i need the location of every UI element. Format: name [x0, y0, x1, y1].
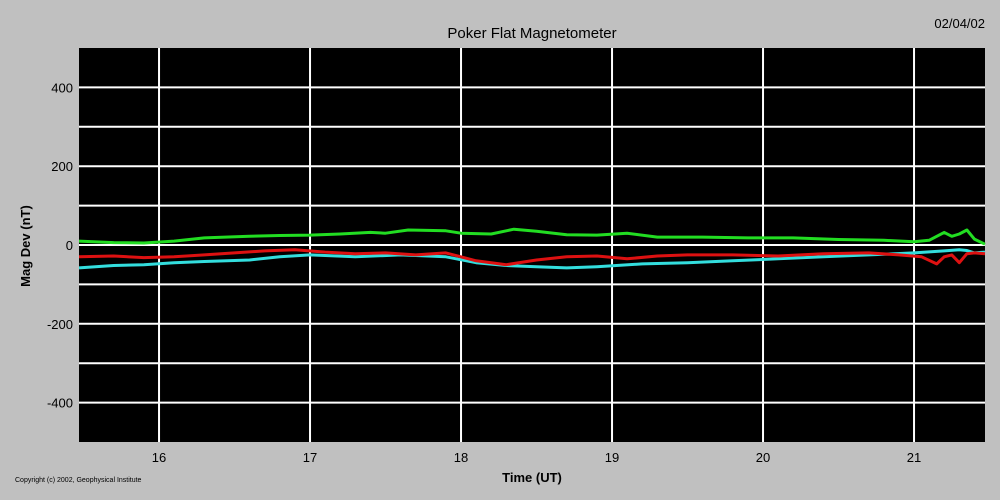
y-tick-label: 400: [51, 80, 73, 95]
series-line-green: [78, 227, 986, 246]
series-line-red: [78, 248, 986, 267]
series-line-cyan: [78, 248, 986, 270]
y-tick-label: 0: [66, 238, 73, 253]
x-tick-label: 20: [756, 450, 770, 465]
grid-lines: [79, 48, 985, 442]
chart-title: Poker Flat Magnetometer: [447, 25, 616, 42]
y-tick-label: -200: [47, 317, 73, 332]
x-tick-label: 19: [605, 450, 619, 465]
date-label: 02/04/02: [934, 16, 985, 31]
y-tick-labels: -400 -200 0 200 400: [47, 80, 73, 410]
x-tick-label: 18: [454, 450, 468, 465]
y-axis-label: Mag Dev (nT): [18, 205, 33, 287]
x-axis-label: Time (UT): [502, 470, 562, 485]
copyright-notice: Copyright (c) 2002, Geophysical Institut…: [15, 477, 142, 484]
x-tick-label: 16: [152, 450, 166, 465]
y-tick-label: -400: [47, 396, 73, 411]
x-tick-label: 17: [303, 450, 317, 465]
x-tick-labels: 16 17 18 19 20 21: [152, 450, 921, 465]
series-layer: [78, 227, 986, 270]
x-tick-label: 21: [907, 450, 921, 465]
y-tick-label: 200: [51, 159, 73, 174]
